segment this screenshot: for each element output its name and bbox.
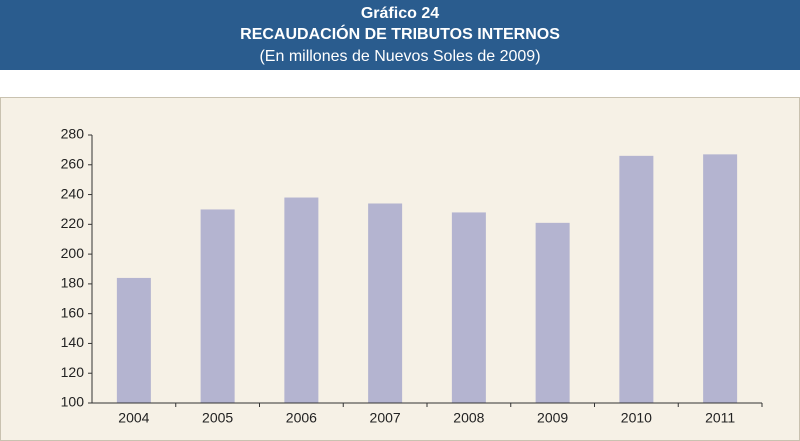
bar bbox=[535, 222, 570, 403]
x-tick-label: 2005 bbox=[202, 410, 233, 426]
x-tick-label: 2004 bbox=[118, 410, 149, 426]
y-tick-label: 200 bbox=[61, 245, 85, 261]
chart-title: RECAUDACIÓN DE TRIBUTOS INTERNOS bbox=[240, 24, 560, 43]
bar bbox=[451, 212, 486, 403]
x-tick-label: 2009 bbox=[537, 410, 568, 426]
bar bbox=[703, 154, 738, 403]
y-tick-label: 280 bbox=[61, 126, 85, 142]
header-band bbox=[0, 0, 800, 70]
x-tick-label: 2006 bbox=[286, 410, 317, 426]
y-tick-label: 180 bbox=[61, 275, 85, 291]
x-tick-label: 2011 bbox=[705, 410, 735, 426]
x-tick-label: 2007 bbox=[370, 410, 401, 426]
y-tick-label: 140 bbox=[61, 334, 85, 350]
y-tick-label: 160 bbox=[61, 304, 85, 320]
bar bbox=[619, 155, 654, 403]
x-tick-label: 2010 bbox=[621, 410, 652, 426]
x-tick-label: 2008 bbox=[453, 410, 484, 426]
y-tick-label: 220 bbox=[61, 215, 85, 231]
y-tick-label: 120 bbox=[61, 364, 85, 380]
y-tick-label: 100 bbox=[61, 394, 85, 410]
bar bbox=[284, 197, 319, 403]
y-tick-label: 240 bbox=[61, 185, 85, 201]
chart-number: Gráfico 24 bbox=[361, 5, 439, 22]
y-tick-label: 260 bbox=[61, 155, 85, 171]
bar bbox=[200, 209, 235, 403]
chart-subtitle: (En millones de Nuevos Soles de 2009) bbox=[259, 48, 540, 65]
bar bbox=[116, 277, 151, 403]
bar bbox=[368, 203, 403, 403]
